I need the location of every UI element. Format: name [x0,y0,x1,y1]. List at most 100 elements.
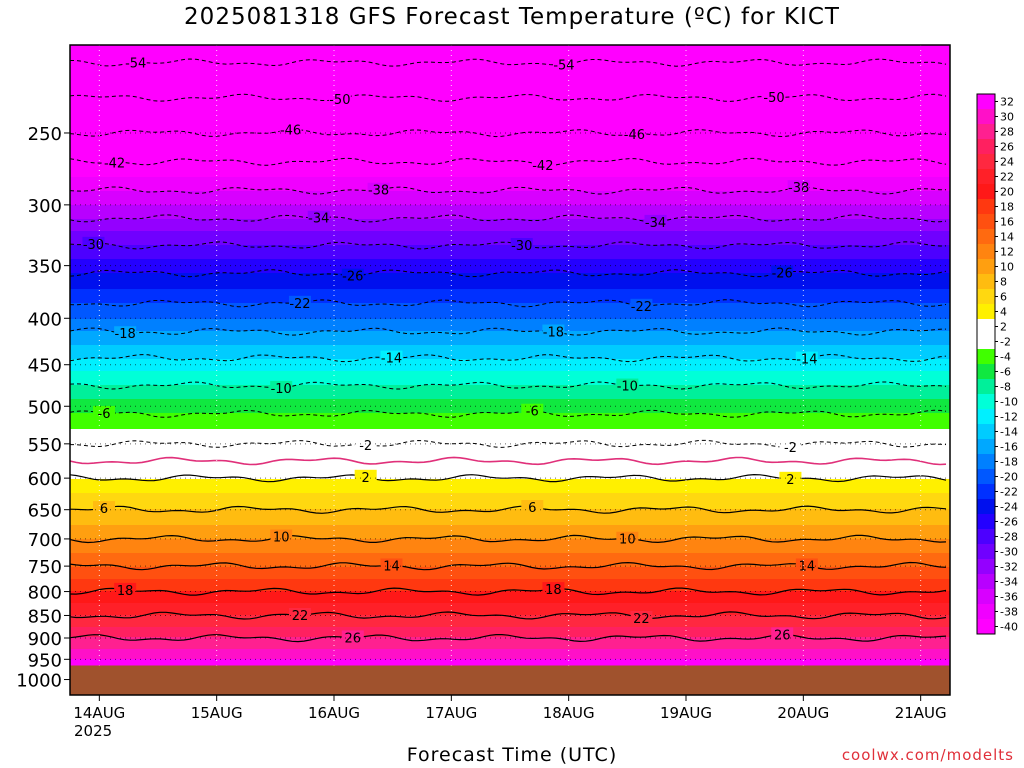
contour-label-bg [93,501,116,516]
colorbar-cell [977,379,995,394]
temperature-band [70,567,950,570]
temperature-band [70,237,950,240]
temperature-band [70,121,950,124]
colorbar-label: 16 [1000,216,1014,229]
temperature-band [70,465,950,468]
colorbar-cell [977,154,995,169]
colorbar-label: 28 [1000,126,1014,139]
temperature-band [70,231,950,234]
temperature-band [70,479,950,482]
temperature-band [70,441,950,444]
temperature-band [70,147,950,150]
temperature-band [70,471,950,474]
y-tick-label: 550 [28,435,62,456]
contour-line [70,534,947,544]
temperature-band [70,173,950,176]
temperature-band [70,429,950,432]
temperature-band [70,635,950,638]
temperature-band [70,207,950,210]
temperature-band [70,113,950,116]
temperature-band [70,645,950,648]
contour-label-bg [542,582,565,597]
temperature-band [70,67,950,70]
temperature-band [70,421,950,424]
temperature-band [70,533,950,536]
temperature-band [70,601,950,604]
temperature-band [70,205,950,208]
contour-line [70,58,947,67]
contour-line [70,241,947,250]
temperature-band [70,625,950,628]
temperature-band [70,117,950,120]
contour-label: -14 [796,353,817,368]
temperature-band [70,561,950,564]
contour-label: 14 [383,559,400,574]
temperature-band [70,563,950,566]
temperature-band [70,145,950,148]
temperature-band [70,175,950,178]
temperature-band [70,469,950,472]
temperature-band [70,401,950,404]
colorbar-cell [977,334,995,349]
temperature-band [70,547,950,550]
colorbar-label: 2 [1000,321,1007,334]
temperature-band [70,283,950,286]
temperature-band [70,369,950,372]
contour-label: -14 [381,352,402,367]
temperature-band [70,227,950,230]
colorbar-label: -34 [1000,576,1018,589]
temperature-band [70,261,950,264]
temperature-band [70,501,950,504]
colorbar-label: 26 [1000,141,1014,154]
temperature-band [70,411,950,414]
temperature-band [70,407,950,410]
temperature-band [70,391,950,394]
temperature-band [70,149,950,152]
temperature-band [70,435,950,438]
temperature-band [70,299,950,302]
temperature-band [70,49,950,52]
temperature-band [70,185,950,188]
colorbar-label: -2 [1000,336,1011,349]
x-axis-year-label: 2025 [74,722,113,740]
temperature-band [70,433,950,436]
temperature-band [70,493,950,496]
temperature-band [70,581,950,584]
temperature-band [70,155,950,158]
temperature-band [70,249,950,252]
temperature-band [70,389,950,392]
temperature-band [70,213,950,216]
temperature-band [70,307,950,310]
y-tick-label: 250 [28,124,62,145]
temperature-band [70,289,950,292]
contour-label-bg [341,630,364,645]
credit-link[interactable]: coolwx.com/modelts [841,746,1014,764]
temperature-band [70,659,950,662]
contour-label: 26 [774,628,791,643]
y-tick-label: 1000 [16,671,62,692]
temperature-band [70,201,950,204]
contour-label: -2 [784,441,797,456]
temperature-band [70,457,950,460]
x-tick-label: 18AUG [543,704,595,722]
temperature-band [70,609,950,612]
temperature-band [70,313,950,316]
colorbar-cell [977,259,995,274]
temperature-band [70,651,950,654]
temperature-band [70,649,950,652]
temperature-band [70,643,950,646]
temperature-band [70,633,950,636]
temperature-band [70,351,950,354]
y-tick-label: 950 [28,650,62,671]
temperature-band [70,179,950,182]
temperature-band [70,337,950,340]
temperature-band [70,423,950,426]
temperature-band [70,409,950,412]
contour-line [70,129,947,138]
temperature-band [70,541,950,544]
grid [70,45,950,695]
temperature-band [70,265,950,268]
temperature-band [70,623,950,626]
y-tick-label: 750 [28,557,62,578]
